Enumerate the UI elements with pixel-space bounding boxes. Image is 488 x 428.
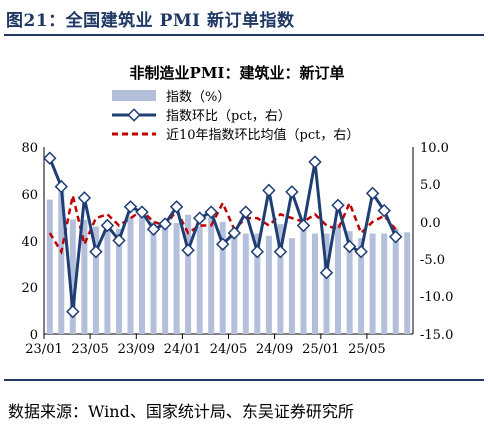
mom-point: [89, 244, 103, 259]
bar: [242, 233, 249, 334]
bar: [369, 233, 376, 334]
top-rule: [4, 34, 484, 36]
bar: [162, 224, 169, 334]
mom-point: [239, 205, 253, 219]
mom-point: [227, 226, 242, 240]
mom-point: [365, 186, 380, 201]
right-tick-label: 0.0: [420, 216, 441, 231]
bar: [219, 221, 226, 334]
mom-point: [135, 205, 149, 219]
x-tick-label: 25/01: [302, 342, 339, 357]
left-tick-label: 80: [21, 141, 38, 156]
left-tick-label: 20: [21, 281, 38, 296]
bar: [139, 216, 145, 334]
mom-point: [54, 179, 69, 194]
source-note: 数据来源：Wind、国家统计局、东吴证券研究所: [8, 402, 354, 421]
mom-series: [43, 151, 403, 319]
right-tick-label: -15.0: [420, 328, 453, 343]
chart-title: 非制造业PMI：建筑业：新订单: [130, 64, 345, 82]
bar: [116, 228, 122, 334]
legend-avg-label: 近10年指数环比均值（pct，右）: [166, 127, 359, 143]
bar: [150, 221, 157, 334]
bar: [358, 238, 365, 334]
bottom-rule: [4, 379, 484, 381]
x-tick-label: 23/01: [25, 342, 62, 357]
bar: [381, 233, 388, 334]
mom-point: [77, 191, 92, 205]
bar: [185, 214, 192, 334]
left-axis-ticks: 0 20 40 60 80: [21, 141, 38, 343]
mom-point: [169, 200, 184, 214]
left-tick-label: 60: [21, 188, 38, 203]
bar: [288, 238, 295, 334]
mom-point: [354, 244, 368, 259]
bar: [346, 231, 353, 334]
bar: [173, 223, 180, 334]
mom-point: [331, 198, 345, 213]
bar: [335, 224, 341, 334]
right-tick-label: -10.0: [420, 290, 453, 305]
bar: [127, 217, 134, 334]
mom-point: [158, 217, 172, 231]
legend-bar-label: 指数（%）: [166, 90, 230, 105]
bar: [265, 235, 272, 334]
bar: [58, 191, 65, 334]
mom-point: [66, 304, 80, 319]
mom-point: [204, 205, 218, 219]
mom-point: [319, 265, 334, 280]
x-tick-label: 24/01: [164, 342, 201, 357]
mom-point: [112, 233, 126, 248]
bar: [323, 233, 330, 334]
mom-point: [43, 151, 57, 165]
mom-point: [342, 239, 357, 254]
mom-point: [273, 244, 288, 259]
bar: [46, 199, 53, 334]
figure-title: 图21：全国建筑业 PMI 新订单指数: [6, 11, 295, 31]
legend-line-label: 指数环比（pct，右）: [166, 109, 291, 124]
bar: [196, 226, 203, 334]
left-tick-label: 0: [30, 328, 38, 343]
left-tick-label: 40: [21, 235, 38, 250]
right-tick-label: 10.0: [420, 141, 449, 156]
legend-line-marker: [127, 108, 141, 122]
bar: [254, 233, 261, 334]
bar: [312, 233, 318, 334]
mom-point: [262, 183, 276, 198]
chart: 非制造业PMI：建筑业：新订单 指数（%） 指数环比（pct，右） 近10年指数…: [21, 64, 453, 357]
bar: [404, 232, 411, 334]
mom-point: [192, 211, 207, 225]
mom-point: [181, 243, 195, 257]
bar: [231, 231, 238, 334]
bar: [92, 226, 99, 334]
bar: [300, 221, 307, 334]
x-tick-label: 24/09: [256, 342, 293, 357]
right-tick-label: 5.0: [420, 178, 441, 193]
legend: 指数（%） 指数环比（pct，右） 近10年指数环比均值（pct，右）: [112, 90, 359, 143]
x-tick-label: 23/09: [118, 342, 155, 357]
mom-point: [123, 200, 138, 214]
mom-point: [146, 222, 161, 237]
x-axis-ticks: 23/01 23/05 23/09 24/01 24/05 24/09 25/01 25/05: [25, 334, 386, 357]
mom-point: [308, 155, 322, 169]
mom-point: [377, 203, 391, 218]
mom-point: [296, 218, 311, 233]
bar: [81, 219, 88, 334]
right-tick-label: -5.0: [420, 253, 445, 268]
bar: [392, 228, 399, 334]
x-tick-label: 24/05: [210, 342, 247, 357]
legend-bar-swatch: [112, 90, 156, 101]
mom-point: [250, 244, 265, 259]
x-tick-label: 25/05: [348, 342, 385, 357]
mom-point: [100, 218, 115, 233]
bar: [69, 219, 76, 334]
bar: [208, 217, 215, 334]
right-axis-ticks: -15.0 -10.0 -5.0 0.0 5.0 10.0: [420, 141, 453, 343]
x-tick-label: 23/05: [71, 342, 108, 357]
bar: [104, 224, 111, 334]
mom-point: [285, 185, 299, 199]
bar-series: [46, 191, 411, 334]
bar: [277, 224, 284, 334]
mom-point: [215, 237, 230, 251]
mom-point: [388, 230, 403, 244]
